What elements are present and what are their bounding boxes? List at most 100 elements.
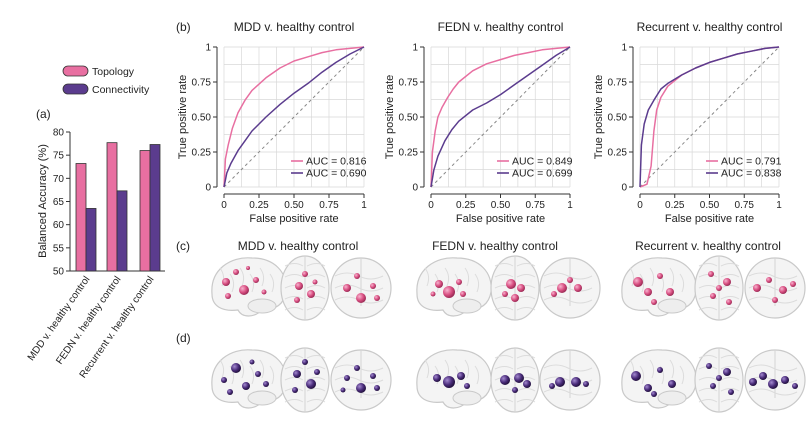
roc-x-tick-label: 0 (428, 200, 434, 211)
brain-node-c (644, 288, 652, 296)
brain-sulcus (306, 285, 326, 289)
brain-sulcus (720, 296, 740, 300)
brain-node-d (644, 384, 652, 392)
brain-sulcus (720, 263, 740, 267)
brain-node-c (295, 282, 303, 290)
brain-node-c (374, 295, 380, 301)
brain-sulcus (494, 307, 514, 311)
brain-sulcus (464, 359, 470, 379)
roc-title: Recurrent v. healthy control (637, 20, 783, 34)
roc-x-tick-label: 0.50 (700, 200, 720, 211)
bar-connectivity-1 (85, 208, 97, 272)
brain-sulcus (306, 399, 326, 403)
bar-y-tick-label: 80 (53, 128, 65, 139)
bar-y-tick-label: 50 (53, 267, 65, 278)
brain-node-d (249, 359, 255, 365)
brain-sulcus (720, 355, 740, 359)
roc-y-label: True positive rate (593, 75, 605, 160)
brain-node-c (772, 297, 778, 303)
panel-label-d: (d) (176, 331, 191, 345)
brain-node-c (574, 284, 582, 292)
roc-curve-topology (430, 46, 571, 188)
brain-node-d (571, 377, 581, 387)
brain-sulcus (306, 366, 326, 370)
brain-node-d (255, 371, 261, 377)
cerebellum (452, 298, 482, 314)
brain-node-c (253, 277, 259, 283)
roc-title: MDD v. healthy control (234, 20, 355, 34)
brain-front-d-2 (539, 349, 601, 411)
roc-y-tick-label: 1 (621, 43, 627, 54)
brain-sulcus (516, 263, 536, 267)
brain-sulcus (284, 307, 304, 311)
brain-sulcus (306, 377, 326, 381)
brain-node-d (374, 385, 380, 391)
brain-sulcus (306, 274, 326, 278)
panel-label-b: (b) (176, 20, 191, 34)
panel-label-c: (c) (176, 239, 190, 253)
roc-x-tick-label: 0.25 (249, 200, 269, 211)
brain-sulcus (698, 355, 718, 359)
roc-y-tick-label: 0.25 (608, 148, 628, 159)
brain-node-d (457, 372, 465, 380)
brain-sulcus (249, 273, 255, 293)
brain-sulcus (543, 388, 593, 396)
brain-sulcus (543, 284, 593, 292)
roc-legend-label-topology: AUC = 0.791 (721, 156, 782, 168)
brain-node-c (726, 299, 732, 305)
brain-node-c (753, 284, 761, 292)
roc-x-tick-label: 0 (221, 200, 227, 211)
brain-node-c (435, 280, 443, 288)
brain-sulcus (698, 285, 718, 289)
brain-sulcus (306, 296, 326, 300)
cerebellum (657, 298, 687, 314)
roc-y-tick-label: 0.75 (399, 78, 419, 89)
roc-curve-connectivity (430, 46, 571, 188)
brain-node-c (239, 285, 249, 295)
brain-sulcus (259, 359, 265, 379)
bar-series (75, 142, 161, 272)
roc-y-tick-label: 0.50 (192, 113, 212, 124)
brain-sulcus (698, 399, 718, 403)
brain-sulcus (474, 273, 480, 293)
brain-sulcus (639, 365, 645, 385)
brain-node-c (651, 299, 657, 305)
brain-sulcus (239, 359, 245, 379)
legend-label-topology: Topology (92, 66, 135, 78)
cerebellum (452, 390, 482, 406)
brain-lateral-c-1 (211, 257, 287, 317)
brain-node-c (261, 289, 267, 295)
brain-sulcus (306, 388, 326, 392)
brain-lateral-c-3 (621, 257, 697, 317)
brain-sulcus (748, 388, 798, 396)
brain-renderings (211, 255, 806, 413)
brain-sulcus (720, 285, 740, 289)
roc-y-tick-label: 0.75 (192, 78, 212, 89)
brain-node-d (306, 379, 316, 389)
brain-sulcus (229, 365, 235, 385)
brain-node-c (666, 288, 674, 296)
brain-node-c (723, 278, 731, 286)
brain-node-c (233, 269, 239, 275)
roc-y-tick-label: 1 (412, 43, 418, 54)
brain-sulcus (239, 267, 245, 287)
brain-sulcus (720, 366, 740, 370)
brain-sulcus (249, 365, 255, 385)
brain-node-c (370, 283, 376, 289)
brain-node-d (314, 369, 320, 375)
roc-y-tick-label: 0.50 (608, 113, 628, 124)
brain-node-d (464, 383, 470, 389)
brain-sulcus (698, 296, 718, 300)
brain-node-c (708, 271, 714, 277)
roc-curve-topology (223, 46, 365, 188)
brain-node-d (523, 380, 531, 388)
chance-diagonal (223, 46, 365, 188)
brain-sulcus (649, 359, 655, 379)
brain-lateral-c-2 (416, 257, 492, 317)
brain-sulcus (720, 399, 740, 403)
brain-sulcus (720, 274, 740, 278)
brain-node-d (749, 378, 757, 386)
roc-x-tick-label: 0.50 (284, 200, 304, 211)
brain-sulcus (720, 377, 740, 381)
brain-node-c (302, 271, 308, 277)
